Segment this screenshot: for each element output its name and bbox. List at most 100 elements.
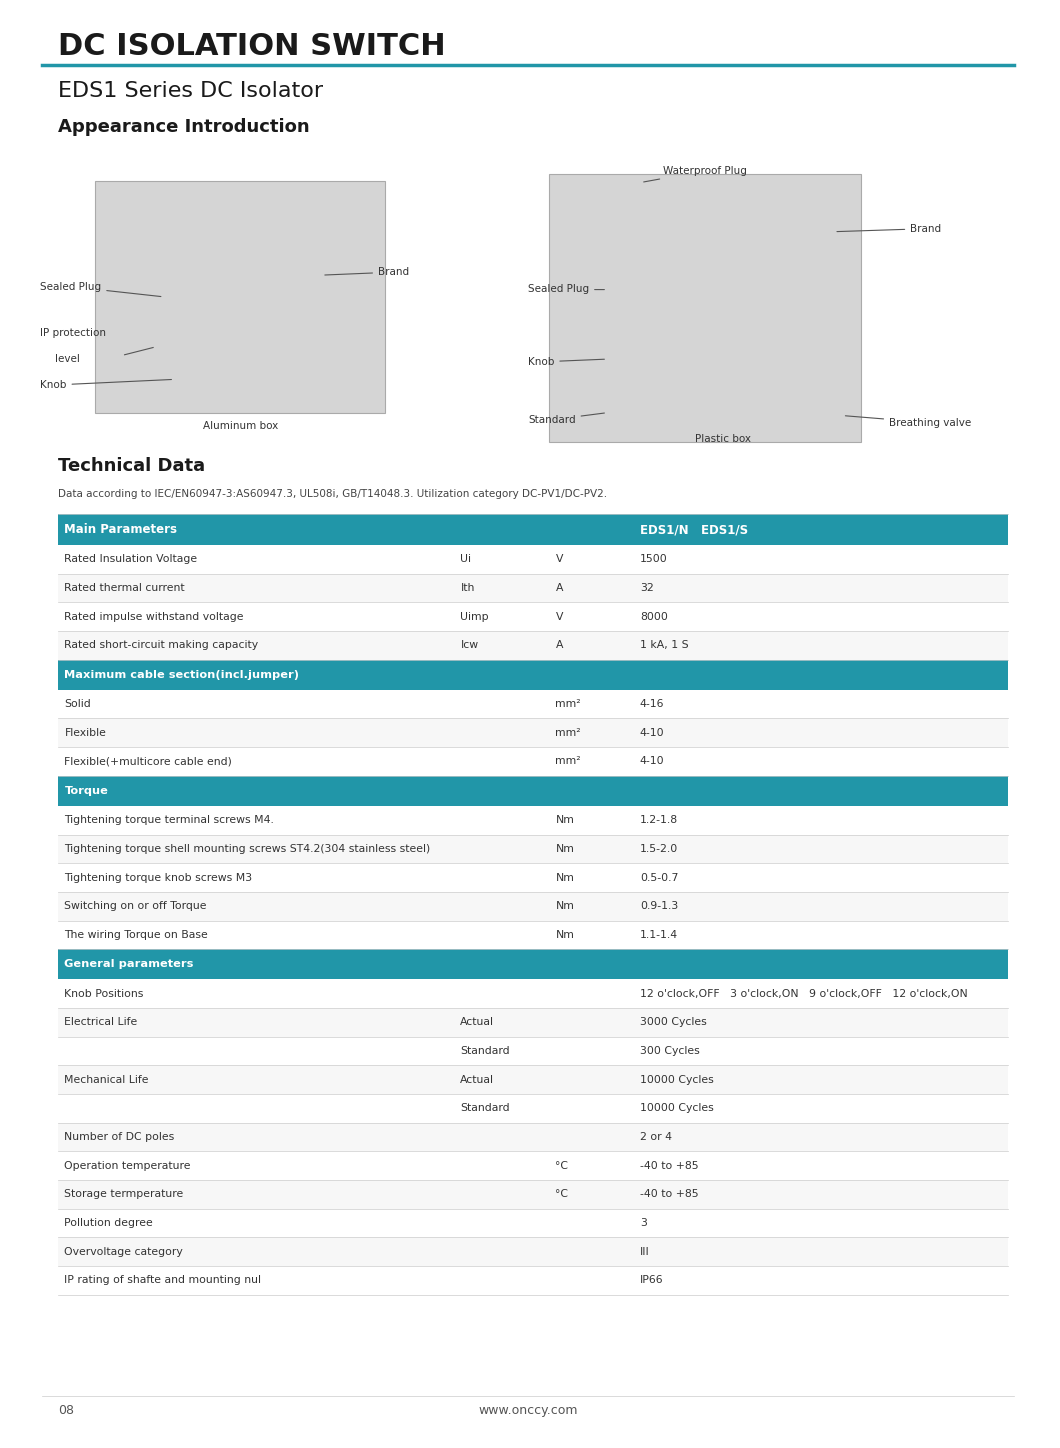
Text: The wiring Torque on Base: The wiring Torque on Base <box>65 930 208 940</box>
Text: 08: 08 <box>58 1405 74 1416</box>
Text: Knob: Knob <box>40 379 172 390</box>
Bar <box>58 1151 1008 1180</box>
Text: 1 kA, 1 S: 1 kA, 1 S <box>640 640 689 650</box>
Bar <box>58 514 1008 544</box>
Text: Operation temperature: Operation temperature <box>65 1161 191 1171</box>
Text: 10000 Cycles: 10000 Cycles <box>640 1074 713 1085</box>
Text: Ith: Ith <box>460 584 475 594</box>
Text: Nm: Nm <box>555 815 575 825</box>
Text: 300 Cycles: 300 Cycles <box>640 1045 700 1056</box>
Text: Torque: Torque <box>65 786 108 796</box>
Bar <box>58 1122 1008 1151</box>
Text: 3: 3 <box>640 1218 647 1228</box>
Text: Solid: Solid <box>65 699 91 710</box>
Text: Nm: Nm <box>555 930 575 940</box>
Bar <box>58 1238 1008 1266</box>
Text: 1.1-1.4: 1.1-1.4 <box>640 930 678 940</box>
Text: EDS1 Series DC Isolator: EDS1 Series DC Isolator <box>58 81 323 101</box>
Bar <box>58 950 1008 979</box>
Text: Nm: Nm <box>555 844 575 854</box>
Bar <box>58 602 1008 631</box>
Bar <box>58 1037 1008 1066</box>
Text: °C: °C <box>555 1189 568 1199</box>
Text: General parameters: General parameters <box>65 960 194 969</box>
Bar <box>58 1209 1008 1238</box>
Text: °C: °C <box>555 1161 568 1171</box>
Text: 1500: 1500 <box>640 555 668 565</box>
Text: www.onccy.com: www.onccy.com <box>478 1405 578 1416</box>
Text: Actual: Actual <box>460 1074 494 1085</box>
Text: Brand: Brand <box>837 223 941 233</box>
Bar <box>58 544 1008 573</box>
Text: Appearance Introduction: Appearance Introduction <box>58 119 310 136</box>
Bar <box>58 979 1008 1008</box>
Text: IP66: IP66 <box>640 1276 664 1286</box>
Text: Breathing valve: Breathing valve <box>846 416 971 427</box>
Text: Waterproof Plug: Waterproof Plug <box>643 165 747 182</box>
Text: Flexible: Flexible <box>65 728 106 738</box>
Text: Knob: Knob <box>528 356 604 366</box>
Text: 10000 Cycles: 10000 Cycles <box>640 1103 713 1114</box>
Text: -40 to +85: -40 to +85 <box>640 1189 699 1199</box>
Text: 4-10: 4-10 <box>640 728 665 738</box>
Text: Nm: Nm <box>555 873 575 883</box>
Text: Aluminum box: Aluminum box <box>204 421 279 430</box>
Text: 12 o'clock,OFF   3 o'clock,ON   9 o'clock,OFF   12 o'clock,ON: 12 o'clock,OFF 3 o'clock,ON 9 o'clock,OF… <box>640 989 968 999</box>
Text: 8000: 8000 <box>640 611 668 621</box>
Text: A: A <box>555 640 563 650</box>
Text: mm²: mm² <box>555 728 581 738</box>
Text: Pollution degree: Pollution degree <box>65 1218 153 1228</box>
Text: Tightening torque terminal screws M4.: Tightening torque terminal screws M4. <box>65 815 275 825</box>
Bar <box>549 174 861 442</box>
Text: Sealed Plug: Sealed Plug <box>40 281 161 297</box>
Text: V: V <box>555 555 563 565</box>
Text: Knob Positions: Knob Positions <box>65 989 144 999</box>
Text: mm²: mm² <box>555 756 581 766</box>
Text: Standard: Standard <box>460 1045 510 1056</box>
Bar <box>58 1095 1008 1122</box>
Text: Rated thermal current: Rated thermal current <box>65 584 186 594</box>
Text: Plastic box: Plastic box <box>695 434 752 443</box>
Text: Brand: Brand <box>324 266 409 277</box>
Text: III: III <box>640 1247 650 1257</box>
Bar <box>58 1266 1008 1295</box>
Bar <box>58 921 1008 950</box>
Text: Number of DC poles: Number of DC poles <box>65 1132 175 1142</box>
Text: Overvoltage category: Overvoltage category <box>65 1247 183 1257</box>
Bar <box>58 776 1008 807</box>
Text: DC ISOLATION SWITCH: DC ISOLATION SWITCH <box>58 32 445 61</box>
Text: Storage termperature: Storage termperature <box>65 1189 183 1199</box>
Text: Rated short-circuit making capacity: Rated short-circuit making capacity <box>65 640 259 650</box>
Bar <box>58 1180 1008 1209</box>
Text: 4-16: 4-16 <box>640 699 665 710</box>
Bar <box>58 747 1008 776</box>
Text: Uimp: Uimp <box>460 611 489 621</box>
Text: mm²: mm² <box>555 699 581 710</box>
Bar <box>58 660 1008 689</box>
Text: Technical Data: Technical Data <box>58 458 206 475</box>
Text: 2 or 4: 2 or 4 <box>640 1132 672 1142</box>
Text: Nm: Nm <box>555 901 575 911</box>
Bar <box>58 1008 1008 1037</box>
Bar <box>58 807 1008 834</box>
Text: 3000 Cycles: 3000 Cycles <box>640 1018 707 1028</box>
Bar <box>58 631 1008 660</box>
Text: 4-10: 4-10 <box>640 756 665 766</box>
Text: Flexible(+multicore cable end): Flexible(+multicore cable end) <box>65 756 232 766</box>
Text: IP rating of shafte and mounting nul: IP rating of shafte and mounting nul <box>65 1276 262 1286</box>
Text: EDS1/N   EDS1/S: EDS1/N EDS1/S <box>640 523 748 536</box>
Bar <box>58 573 1008 602</box>
Text: Maximum cable section(incl.jumper): Maximum cable section(incl.jumper) <box>65 670 299 679</box>
Text: Ui: Ui <box>460 555 472 565</box>
Text: V: V <box>555 611 563 621</box>
Text: Rated impulse withstand voltage: Rated impulse withstand voltage <box>65 611 244 621</box>
Text: Data according to IEC/EN60947-3:AS60947.3, UL508i, GB/T14048.3. Utilization cate: Data according to IEC/EN60947-3:AS60947.… <box>58 489 607 498</box>
Text: 1.2-1.8: 1.2-1.8 <box>640 815 678 825</box>
Bar <box>58 718 1008 747</box>
Bar <box>58 689 1008 718</box>
Text: Mechanical Life: Mechanical Life <box>65 1074 148 1085</box>
Text: 0.9-1.3: 0.9-1.3 <box>640 901 678 911</box>
Text: Electrical Life: Electrical Life <box>65 1018 138 1028</box>
Text: Switching on or off Torque: Switching on or off Torque <box>65 901 207 911</box>
Bar <box>58 834 1008 863</box>
